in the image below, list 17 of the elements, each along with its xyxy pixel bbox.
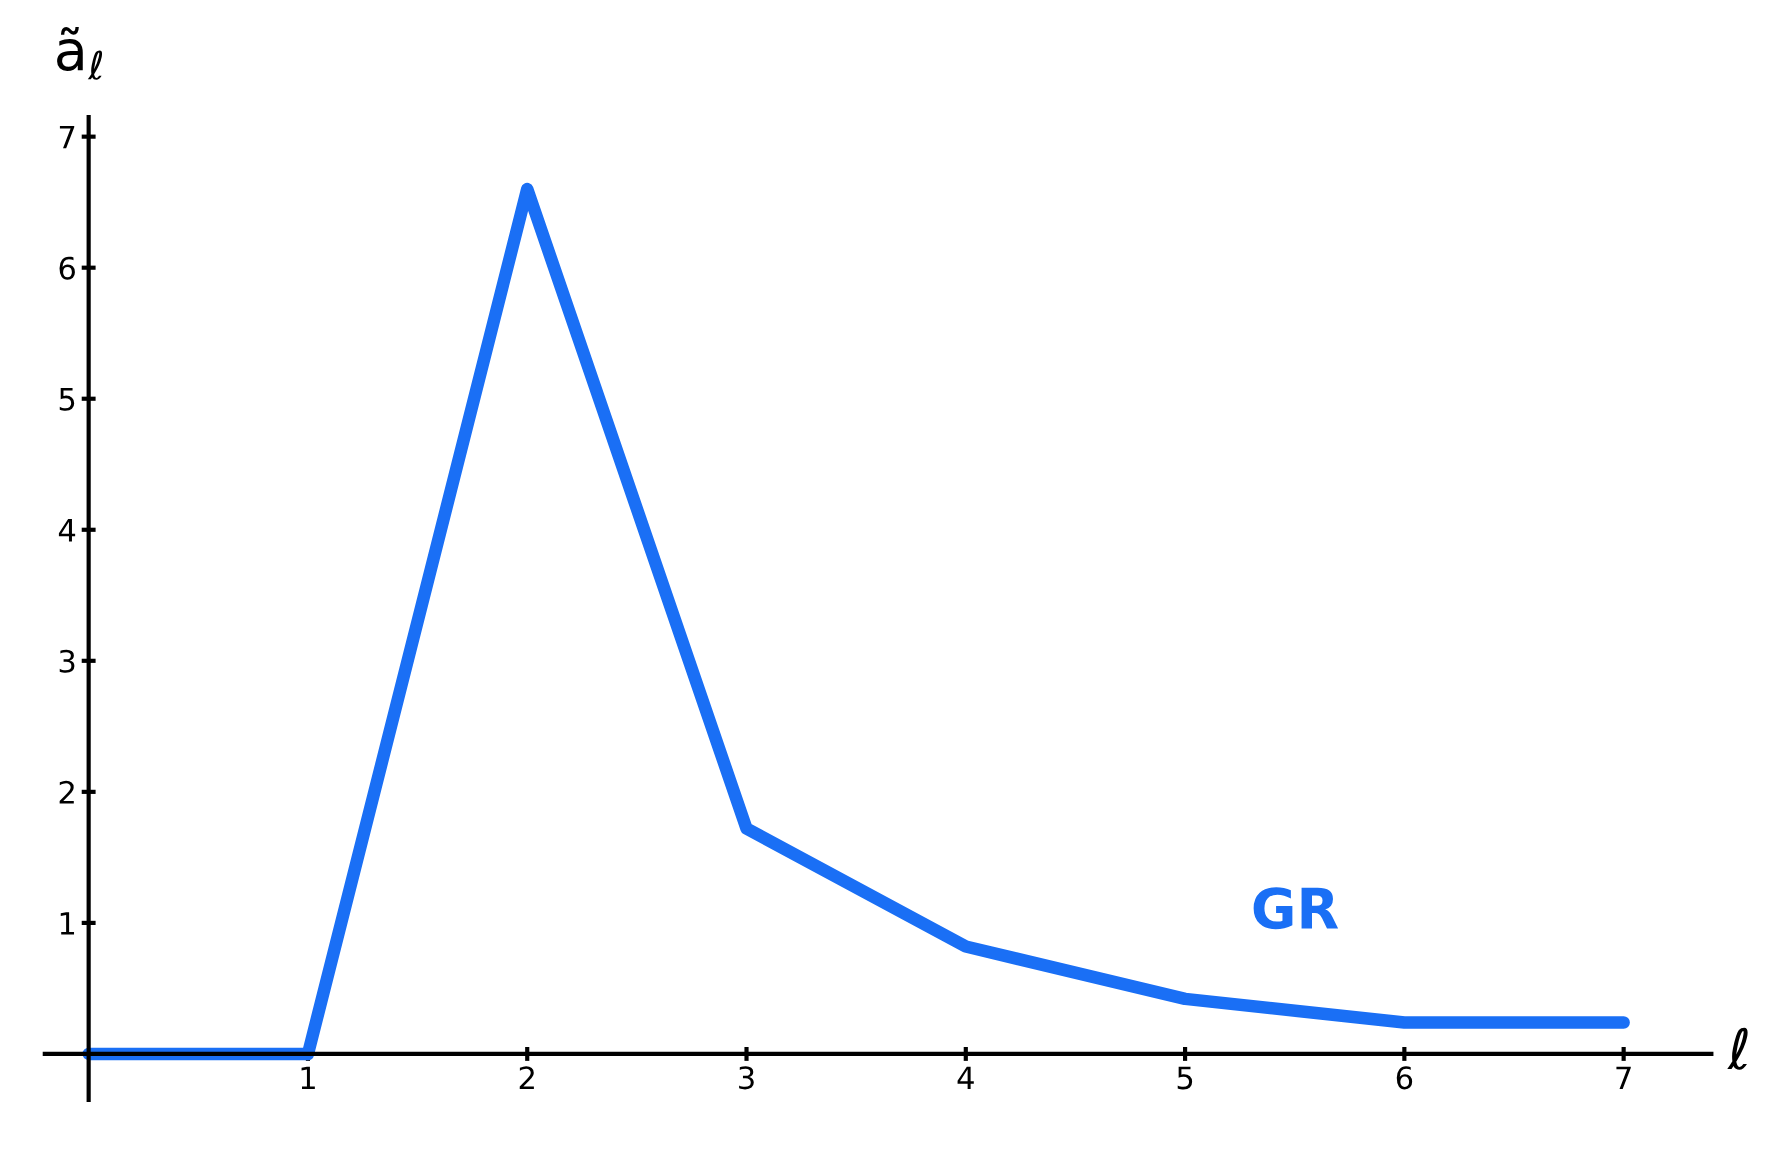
y-tick-label: 4	[58, 519, 76, 542]
y-tick-label: 5	[59, 388, 75, 411]
x-tick-label: 6	[1396, 1066, 1413, 1090]
y-axis-title: ã$_{ℓ}$	[57, 27, 103, 80]
x-tick-label: 5	[1177, 1066, 1193, 1090]
x-tick-label: 2	[519, 1066, 534, 1089]
y-tick-label: 7	[59, 125, 75, 149]
series-label: GR	[1253, 887, 1339, 930]
x-axis-title: ℓ	[1727, 1027, 1748, 1070]
y-tick-label: 3	[59, 649, 75, 673]
x-tick-label: 7	[1616, 1066, 1631, 1089]
x-tick-label: 4	[957, 1066, 974, 1089]
x-tick-label: 3	[739, 1066, 754, 1090]
y-tick-label: 1	[60, 912, 75, 935]
y-tick-label: 2	[59, 780, 74, 804]
y-tick-label: 6	[59, 256, 75, 280]
x-tick-label: 1	[301, 1066, 315, 1089]
